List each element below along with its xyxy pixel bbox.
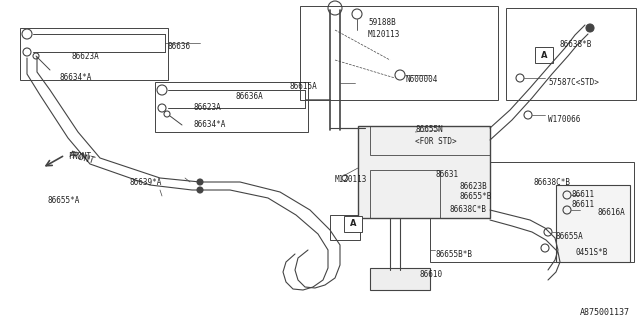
Text: 86610: 86610 xyxy=(420,270,443,279)
Text: M120113: M120113 xyxy=(335,175,367,184)
Text: A875001137: A875001137 xyxy=(580,308,630,317)
Text: N600004: N600004 xyxy=(405,75,437,84)
Text: 86623B: 86623B xyxy=(460,182,488,191)
Text: 86634*A: 86634*A xyxy=(60,73,92,82)
Text: 86615A: 86615A xyxy=(290,82,317,91)
Bar xyxy=(506,8,636,100)
Text: FRONT: FRONT xyxy=(68,150,95,165)
Text: 59188B: 59188B xyxy=(368,18,396,27)
Text: 86636: 86636 xyxy=(168,42,191,51)
Text: W170066: W170066 xyxy=(548,115,580,124)
Bar xyxy=(430,162,634,262)
Bar xyxy=(358,126,490,218)
Text: 86655*A: 86655*A xyxy=(48,196,81,205)
Text: 86611: 86611 xyxy=(571,200,594,209)
Bar xyxy=(556,185,630,262)
Text: A: A xyxy=(349,220,356,228)
Text: 86631: 86631 xyxy=(435,170,458,179)
Text: <FOR STD>: <FOR STD> xyxy=(415,137,456,146)
Text: 86636A: 86636A xyxy=(235,92,263,101)
Circle shape xyxy=(197,179,203,185)
FancyBboxPatch shape xyxy=(344,216,362,232)
Text: 86655A: 86655A xyxy=(555,232,583,241)
Circle shape xyxy=(586,24,594,32)
Bar xyxy=(330,215,360,240)
Text: FRONT: FRONT xyxy=(68,152,91,161)
Text: 86611: 86611 xyxy=(571,190,594,199)
Text: 86655B*B: 86655B*B xyxy=(435,250,472,259)
Text: 86655*B: 86655*B xyxy=(460,192,492,201)
Text: 86655N: 86655N xyxy=(415,125,443,134)
Text: M120113: M120113 xyxy=(368,30,401,39)
Text: 86616A: 86616A xyxy=(597,208,625,217)
Bar xyxy=(370,170,440,218)
Bar xyxy=(370,126,490,155)
Bar xyxy=(370,268,430,290)
Text: 86623A: 86623A xyxy=(72,52,100,61)
Text: 86639*A: 86639*A xyxy=(130,178,163,187)
Text: 86638C*B: 86638C*B xyxy=(533,178,570,187)
Bar xyxy=(300,6,498,100)
Bar xyxy=(20,28,168,80)
Text: 86638C*B: 86638C*B xyxy=(450,205,487,214)
Text: A: A xyxy=(541,51,547,60)
Text: 86638*B: 86638*B xyxy=(560,40,593,49)
Bar xyxy=(155,82,308,132)
Text: 86634*A: 86634*A xyxy=(193,120,225,129)
Circle shape xyxy=(197,187,203,193)
FancyBboxPatch shape xyxy=(535,47,553,63)
Text: 86623A: 86623A xyxy=(193,103,221,112)
Text: 57587C<STD>: 57587C<STD> xyxy=(548,78,599,87)
Text: 0451S*B: 0451S*B xyxy=(576,248,609,257)
